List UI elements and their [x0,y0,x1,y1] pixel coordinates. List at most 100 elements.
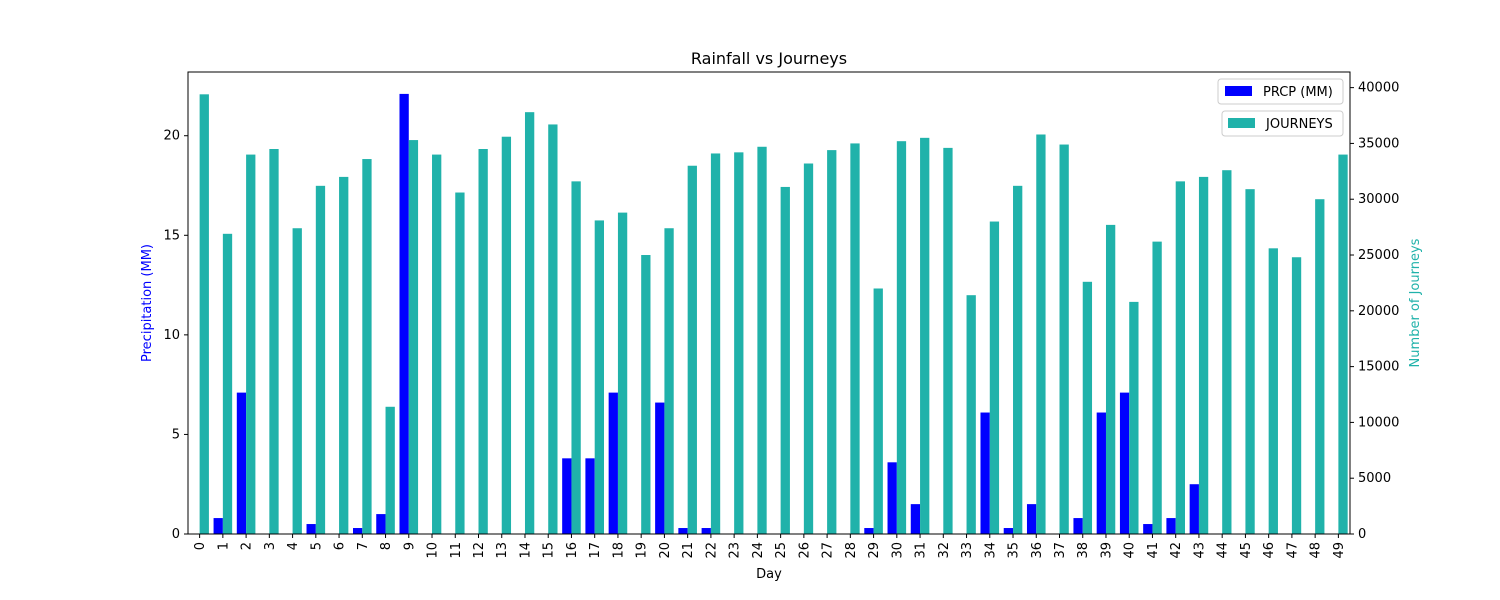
journeys-bar [1222,170,1232,535]
x-tick-label: 35 [1007,542,1022,559]
journeys-bar [757,146,767,534]
x-tick-label: 37 [1053,542,1068,559]
x-tick-label: 31 [914,542,929,559]
plot-frame [187,71,1351,535]
precipitation-bar [213,518,223,534]
journeys-bar [943,147,953,534]
precipitation-bar [1073,518,1083,534]
precipitation-bar [399,93,409,534]
chart-title: Rainfall vs Journeys [691,49,847,68]
journeys-bar [385,406,395,534]
x-tick-label: 4 [286,542,301,550]
journeys-bar [455,192,465,535]
x-tick-label: 17 [588,542,603,559]
precipitation-bar [980,412,990,534]
journeys-bar [989,221,1000,534]
precipitation-bar [376,514,386,534]
left-y-tick-label: 0 [172,527,180,542]
x-tick-label: 5 [309,542,324,550]
journeys-bar [339,176,349,534]
x-tick-label: 21 [681,542,696,559]
x-tick-label: 36 [1030,542,1045,559]
journeys-bar [571,181,581,535]
journeys-bar [966,295,976,534]
precipitation-bar [585,458,595,534]
x-tick-label: 11 [449,542,464,559]
left-y-tick-label: 20 [163,129,180,144]
x-tick-label: 46 [1262,542,1277,559]
journeys-bar [1268,248,1278,534]
x-tick-label: 26 [797,542,812,559]
x-tick-label: 47 [1285,542,1300,559]
journeys-bar [1175,181,1185,535]
x-tick-label: 39 [1099,542,1114,559]
x-tick-label: 0 [193,542,208,550]
precipitation-bar [655,402,665,534]
journeys-bar [803,163,814,534]
left-y-axis: 0 5 10 15 20 [163,129,188,542]
journeys-bar [1152,241,1162,535]
x-tick-label: 12 [472,542,487,559]
right-y-tick-label: 5000 [1358,471,1391,486]
x-tick-label: 28 [844,542,859,559]
journeys-bar [1291,257,1302,534]
precipitation-bar [864,528,874,534]
journeys-bar [1059,144,1069,534]
x-tick-label: 9 [402,542,417,550]
legend-journeys: JOURNEYS [1221,110,1344,137]
precipitation-bar [1189,484,1199,534]
precipitation-bar [678,528,688,534]
bars-layer [199,93,1348,535]
journeys-bar [1013,185,1023,534]
x-tick-label: 1 [216,542,231,550]
precipitation-bar [1119,392,1130,534]
legend-precipitation: PRCP (MM) [1217,78,1344,105]
right-y-tick-label: 10000 [1358,415,1399,430]
x-tick-label: 32 [937,542,952,559]
legend-swatch-journeys [1228,118,1255,128]
x-tick-label: 27 [821,542,836,559]
x-tick-label: 22 [704,542,719,559]
x-axis-label: Day [756,567,782,582]
journeys-bar [617,212,628,534]
journeys-bar [734,152,744,534]
right-y-axis-label: Number of Journeys [1408,238,1423,367]
left-y-tick-label: 10 [163,328,180,343]
x-tick-label: 38 [1076,542,1091,559]
x-tick-label: 19 [635,542,650,559]
x-tick-label: 6 [333,542,348,550]
x-tick-label: 10 [426,542,441,559]
journeys-bar [1198,176,1209,534]
right-y-tick-label: 35000 [1358,136,1399,151]
x-tick-label: 30 [890,542,905,559]
left-y-tick-label: 15 [163,228,180,243]
journeys-bar [827,150,837,534]
journeys-bar [641,255,651,534]
x-tick-label: 42 [1169,542,1184,559]
journeys-bar [524,112,535,534]
journeys-bar [896,141,907,534]
x-tick-label: 14 [518,542,533,559]
right-y-tick-label: 15000 [1358,360,1399,375]
journeys-bar [873,288,883,534]
legend-swatch-precipitation [1225,86,1252,96]
journeys-bar [362,159,372,535]
journeys-bar [1036,134,1046,535]
x-tick-label: 8 [379,542,394,550]
x-tick-label: 29 [867,542,882,559]
x-tick-label: 20 [658,542,673,559]
journeys-bar [478,149,488,534]
legend-label-precipitation: PRCP (MM) [1263,85,1333,100]
x-tick-label: 13 [495,542,510,559]
precipitation-bar [1143,524,1153,534]
x-tick-label: 33 [960,542,975,559]
x-tick-label: 23 [728,542,743,559]
x-tick-label: 41 [1146,542,1161,559]
journeys-bar [594,220,604,534]
x-tick-label: 34 [983,542,998,559]
x-tick-label: 2 [240,542,255,550]
precipitation-bar [1026,504,1037,534]
left-y-axis-label: Precipitation (MM) [140,244,155,362]
right-y-tick-label: 30000 [1358,192,1399,207]
